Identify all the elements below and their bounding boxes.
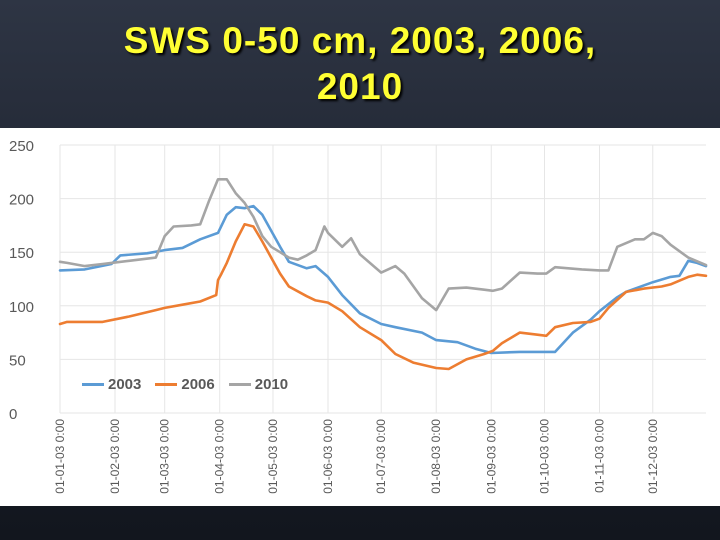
legend-label-2006: 2006 <box>181 376 215 393</box>
chart-panel: 0 50 100 150 200 250 01-01-03 0:00 01-02-03 0:0… <box>0 128 720 506</box>
line-chart: 0 50 100 150 200 250 01-01-03 0:00 01-02-03 0:0… <box>9 138 708 494</box>
chart-legend: 2003 2006 2010 <box>82 376 288 393</box>
legend-item-2003: 2003 <box>82 376 141 393</box>
x-tick-label-11: 01-12-03 0:00 <box>646 419 660 494</box>
series-line-2006 <box>58 223 708 371</box>
x-tick-label-1: 01-02-03 0:00 <box>108 419 122 494</box>
y-tick-label-0: 0 <box>9 406 17 423</box>
slide-title-line-1: SWS 0-50 cm, 2003, 2006, <box>123 20 597 61</box>
x-tick-label-4: 01-05-03 0:00 <box>266 419 280 494</box>
legend-label-2003: 2003 <box>108 376 142 393</box>
legend-item-2010: 2010 <box>228 376 289 393</box>
x-tick-label-3: 01-04-03 0:00 <box>213 419 227 494</box>
y-tick-label-250: 250 <box>9 138 34 155</box>
x-tick-label-9: 01-10-03 0:00 <box>538 419 552 494</box>
legend-swatch-2006 <box>155 383 178 386</box>
series-line-2003 <box>58 204 708 355</box>
slide-title-line-2: 2010 <box>316 66 404 107</box>
x-tick-label-5: 01-06-03 0:00 <box>321 419 335 494</box>
x-tick-label-7: 01-08-03 0:00 <box>429 419 443 494</box>
y-tick-label-100: 100 <box>9 299 34 316</box>
x-tick-label-8: 01-09-03 0:00 <box>484 419 498 494</box>
legend-label-2010: 2010 <box>254 376 289 393</box>
x-tick-label-6: 01-07-03 0:00 <box>374 419 388 494</box>
legend-item-2006: 2006 <box>155 376 215 393</box>
y-tick-label-200: 200 <box>9 192 34 209</box>
series-line-2010 <box>58 178 708 312</box>
x-tick-label-2: 01-03-03 0:00 <box>158 419 172 494</box>
legend-swatch-2010 <box>228 383 251 386</box>
y-tick-label-150: 150 <box>9 245 34 262</box>
slide-title: SWS 0-50 cm, 2003, 2006, 2010 <box>0 18 720 110</box>
y-tick-label-50: 50 <box>9 352 26 369</box>
x-tick-label-10: 01-11-03 0:00 <box>593 419 607 493</box>
legend-swatch-2003 <box>82 383 104 386</box>
x-tick-label-0: 01-01-03 0:00 <box>53 419 67 494</box>
